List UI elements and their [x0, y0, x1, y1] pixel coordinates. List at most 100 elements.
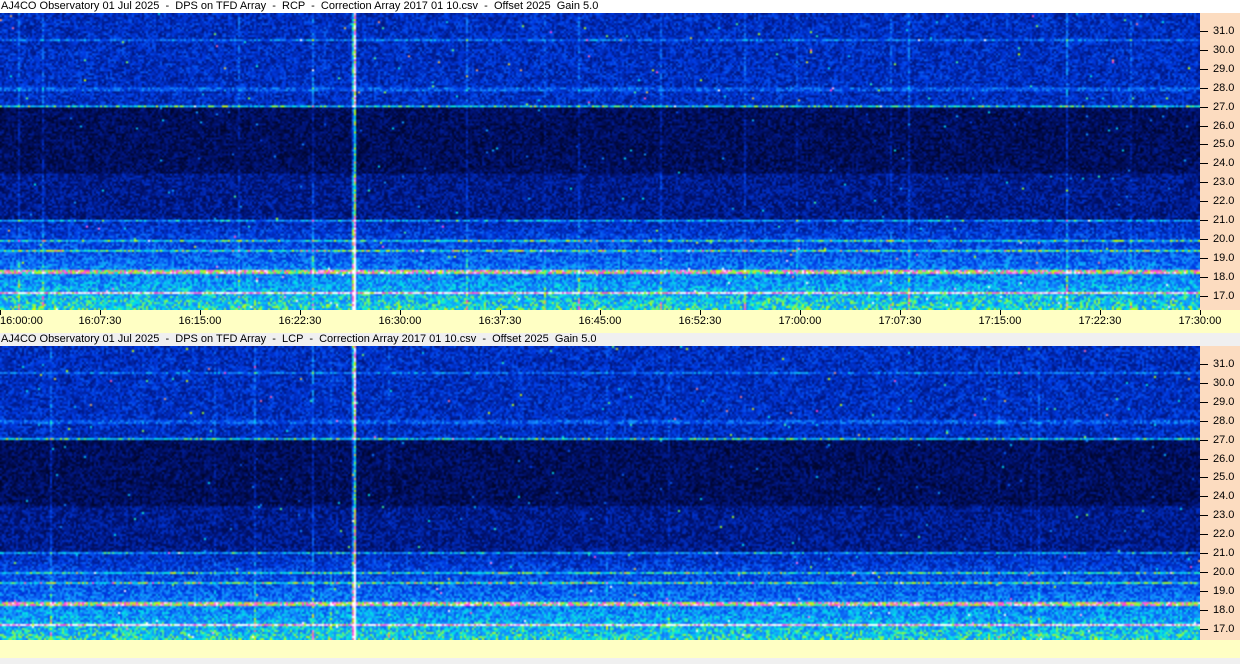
lcp-spectrogram[interactable] [0, 346, 1200, 640]
tick-mark [1200, 515, 1208, 517]
tick-mark [1200, 382, 1208, 384]
freq-tick-label: 20.0 [1213, 232, 1235, 245]
freq-tick: 23.0 [1200, 176, 1240, 189]
time-tick [700, 310, 701, 315]
lcp-frequency-axis: 31.0 30.0 29.0 28.0 27.0 26.0 25.0 24.0 23.0 22.0… [1200, 346, 1240, 640]
time-tick [1000, 310, 1001, 315]
freq-tick: 31.0 [1200, 25, 1240, 38]
freq-tick-label: 19.0 [1213, 251, 1235, 264]
freq-tick: 20.0 [1200, 565, 1240, 579]
tick-mark [1200, 553, 1208, 554]
time-tick [400, 310, 401, 315]
time-tick [0, 310, 1, 315]
freq-tick: 22.0 [1200, 528, 1240, 541]
freq-tick-label: 24.0 [1213, 157, 1235, 170]
freq-tick: 17.0 [1200, 290, 1240, 303]
time-tick-label: 17:15:00 [978, 315, 1022, 327]
time-tick-label: 16:52:30 [678, 315, 722, 327]
freq-tick: 30.0 [1200, 377, 1240, 390]
freq-tick: 24.0 [1200, 490, 1240, 503]
tick-mark [1200, 182, 1208, 184]
freq-tick: 29.0 [1200, 395, 1240, 409]
freq-tick-label: 23.0 [1213, 176, 1235, 189]
freq-tick: 31.0 [1200, 358, 1240, 371]
freq-tick: 23.0 [1200, 509, 1240, 522]
freq-tick-label: 30.0 [1213, 43, 1235, 56]
tick-mark [1200, 163, 1208, 165]
freq-tick: 17.0 [1200, 622, 1240, 636]
freq-tick-label: 21.0 [1213, 214, 1235, 226]
freq-tick-label: 28.0 [1213, 81, 1235, 94]
tick-mark [1200, 238, 1208, 240]
freq-tick: 28.0 [1200, 414, 1240, 428]
tick-mark [1200, 220, 1208, 221]
tick-mark [1200, 68, 1208, 70]
time-tick [900, 310, 901, 315]
time-tick [600, 310, 601, 315]
tick-mark [1200, 477, 1208, 479]
tick-mark [1200, 590, 1208, 592]
tick-mark [1200, 87, 1208, 89]
tick-mark [1200, 458, 1208, 460]
freq-tick: 20.0 [1200, 232, 1240, 246]
freq-tick-label: 21.0 [1213, 547, 1235, 559]
freq-tick-label: 31.0 [1213, 25, 1235, 37]
time-tick-label: 16:00:00 [0, 315, 43, 327]
rcp-spectrogram[interactable] [0, 13, 1200, 310]
freq-tick-label: 20.0 [1213, 565, 1235, 578]
freq-tick: 19.0 [1200, 584, 1240, 598]
freq-tick-label: 26.0 [1213, 119, 1235, 132]
freq-tick-label: 18.0 [1213, 603, 1235, 616]
freq-tick-label: 22.0 [1213, 195, 1235, 208]
freq-tick-label: 28.0 [1213, 414, 1235, 427]
tick-mark [1200, 106, 1208, 108]
time-tick-label: 17:22:30 [1078, 315, 1122, 327]
freq-tick: 19.0 [1200, 251, 1240, 265]
time-tick-label: 16:22:30 [278, 315, 322, 327]
time-tick-label: 17:07:30 [878, 315, 922, 327]
time-tick [300, 310, 301, 315]
freq-tick-label: 25.0 [1213, 471, 1235, 484]
freq-tick-label: 24.0 [1213, 490, 1235, 503]
time-tick-label: 16:45:00 [578, 315, 622, 327]
freq-tick: 25.0 [1200, 138, 1240, 151]
rcp-frequency-axis: 31.0 30.0 29.0 28.0 27.0 26.0 25.0 24.0 23.0 22.0… [1200, 13, 1240, 310]
freq-tick: 18.0 [1200, 271, 1240, 284]
freq-tick: 21.0 [1200, 214, 1240, 227]
tick-mark [1200, 49, 1208, 51]
freq-tick-label: 29.0 [1213, 62, 1235, 75]
freq-tick: 21.0 [1200, 547, 1240, 560]
tick-mark [1200, 201, 1208, 203]
lcp-panel-title: AJ4CO Observatory 01 Jul 2025 - DPS on T… [0, 333, 1240, 346]
tick-mark [1200, 534, 1208, 536]
freq-tick: 26.0 [1200, 119, 1240, 133]
time-tick [100, 310, 101, 315]
freq-tick-label: 27.0 [1213, 433, 1235, 446]
freq-tick-label: 22.0 [1213, 528, 1235, 541]
tick-mark [1200, 125, 1208, 127]
freq-tick: 27.0 [1200, 101, 1240, 114]
tick-mark [1200, 571, 1208, 573]
freq-tick: 30.0 [1200, 43, 1240, 57]
tick-mark [1200, 420, 1208, 422]
freq-tick-label: 29.0 [1213, 395, 1235, 408]
lcp-time-axis [0, 640, 1240, 658]
time-tick-label: 16:07:30 [78, 315, 122, 327]
tick-mark [1200, 144, 1208, 146]
time-tick [800, 310, 801, 315]
time-tick-label: 16:15:00 [178, 315, 222, 327]
freq-tick: 27.0 [1200, 433, 1240, 447]
freq-tick: 18.0 [1200, 603, 1240, 617]
freq-tick: 26.0 [1200, 453, 1240, 466]
time-tick [1200, 310, 1201, 315]
time-tick [500, 310, 501, 315]
freq-tick-label: 23.0 [1213, 509, 1235, 522]
freq-tick-label: 25.0 [1213, 138, 1235, 151]
freq-tick: 29.0 [1200, 62, 1240, 76]
freq-tick-label: 17.0 [1213, 622, 1235, 635]
time-tick [200, 310, 201, 315]
freq-tick-label: 19.0 [1213, 584, 1235, 597]
time-tick-label: 17:30:00 [1178, 315, 1222, 327]
freq-tick: 22.0 [1200, 195, 1240, 208]
tick-mark [1200, 609, 1208, 611]
